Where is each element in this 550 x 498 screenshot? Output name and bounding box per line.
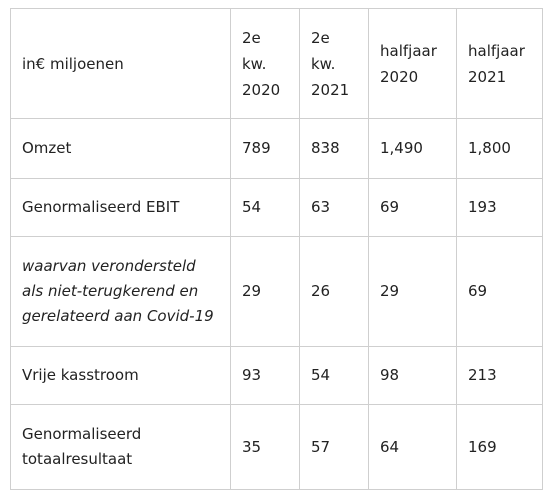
- column-header-q2-2021: 2e kw. 2021: [299, 8, 369, 119]
- cell-value: 98: [368, 346, 457, 405]
- financial-results-table: in€ miljoenen 2e kw. 2020 2e kw. 2021 ha…: [10, 8, 543, 490]
- cell-value: 69: [368, 178, 457, 237]
- cell-value: 35: [230, 404, 300, 490]
- column-header-h1-2021: halfjaar 2021: [456, 8, 543, 119]
- table-row-genormaliseerd-totaalresultaat: Genormaliseerd totaalresultaat 35 57 64 …: [10, 404, 543, 490]
- cell-value: 213: [456, 346, 543, 405]
- column-header-line: kw.: [242, 54, 267, 73]
- row-label-italic: waarvan verondersteld als niet-terugkere…: [10, 236, 231, 347]
- header-label-cell: in€ miljoenen: [10, 8, 231, 119]
- cell-value: 29: [368, 236, 457, 347]
- column-header-line: 2020: [242, 80, 281, 99]
- column-header-line: halfjaar: [468, 41, 525, 60]
- row-label: Genormaliseerd EBIT: [10, 178, 231, 237]
- row-label: Omzet: [10, 118, 231, 179]
- header-row: in€ miljoenen 2e kw. 2020 2e kw. 2021 ha…: [10, 8, 543, 119]
- cell-value: 838: [299, 118, 369, 179]
- cell-value: 29: [230, 236, 300, 347]
- row-label-line: als niet-terugkerend en: [22, 282, 199, 300]
- column-header-line: 2e: [242, 28, 261, 47]
- cell-value: 69: [456, 236, 543, 347]
- column-header-line: 2020: [380, 67, 419, 86]
- header-label: in€ miljoenen: [22, 54, 124, 73]
- column-header-line: kw.: [311, 54, 336, 73]
- table-row-vrije-kasstroom: Vrije kasstroom 93 54 98 213: [10, 346, 543, 405]
- cell-value: 789: [230, 118, 300, 179]
- row-label: Vrije kasstroom: [10, 346, 231, 405]
- cell-value: 1,800: [456, 118, 543, 179]
- column-header-line: 2021: [468, 67, 507, 86]
- table-row-covid-related: waarvan verondersteld als niet-terugkere…: [10, 236, 543, 347]
- column-header-line: 2e: [311, 28, 330, 47]
- cell-value: 193: [456, 178, 543, 237]
- cell-value: 57: [299, 404, 369, 490]
- row-label-line: waarvan verondersteld: [22, 257, 196, 275]
- row-label: Genormaliseerd totaalresultaat: [10, 404, 231, 490]
- cell-value: 63: [299, 178, 369, 237]
- cell-value: 26: [299, 236, 369, 347]
- cell-value: 169: [456, 404, 543, 490]
- column-header-h1-2020: halfjaar 2020: [368, 8, 457, 119]
- column-header-q2-2020: 2e kw. 2020: [230, 8, 300, 119]
- column-header-line: halfjaar: [380, 41, 437, 60]
- table-row-genormaliseerd-ebit: Genormaliseerd EBIT 54 63 69 193: [10, 178, 543, 237]
- cell-value: 54: [230, 178, 300, 237]
- row-label-line: gerelateerd aan Covid-19: [22, 307, 214, 325]
- cell-value: 1,490: [368, 118, 457, 179]
- cell-value: 64: [368, 404, 457, 490]
- cell-value: 54: [299, 346, 369, 405]
- row-label-line: totaalresultaat: [22, 450, 133, 468]
- cell-value: 93: [230, 346, 300, 405]
- table-row-omzet: Omzet 789 838 1,490 1,800: [10, 118, 543, 179]
- column-header-line: 2021: [311, 80, 350, 99]
- row-label-line: Genormaliseerd: [22, 425, 142, 443]
